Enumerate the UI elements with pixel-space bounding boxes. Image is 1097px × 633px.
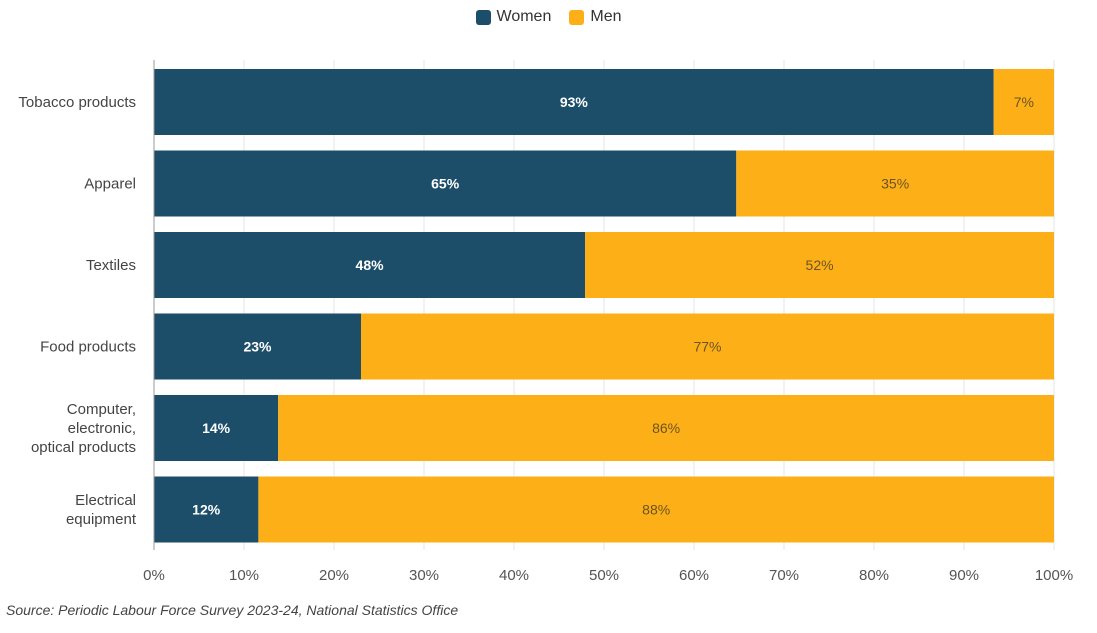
bar-men bbox=[736, 150, 1054, 217]
legend-label-men: Men bbox=[590, 8, 622, 25]
data-label-women: 12% bbox=[192, 502, 221, 518]
bar-men bbox=[361, 313, 1054, 380]
legend-swatch-women bbox=[475, 9, 491, 25]
bar-men bbox=[278, 395, 1054, 461]
x-tick-label: 0% bbox=[143, 567, 165, 584]
category-label: Textiles bbox=[86, 257, 136, 274]
category-label: electronic, bbox=[68, 420, 136, 437]
legend-item-men[interactable]: Men bbox=[569, 8, 621, 26]
category-label: Computer, bbox=[67, 401, 136, 418]
bar-men bbox=[585, 232, 1054, 298]
data-label-women: 65% bbox=[431, 176, 460, 192]
x-tick-label: 70% bbox=[769, 567, 799, 584]
x-tick-label: 30% bbox=[409, 567, 439, 584]
x-tick-label: 80% bbox=[859, 567, 889, 584]
bar-women bbox=[154, 313, 361, 380]
data-label-men: 77% bbox=[693, 339, 721, 355]
data-label-men: 88% bbox=[642, 502, 670, 518]
x-tick-label: 90% bbox=[949, 567, 979, 584]
x-tick-label: 20% bbox=[319, 567, 349, 584]
category-label: optical products bbox=[31, 439, 136, 456]
legend-item-women[interactable]: Women bbox=[475, 8, 552, 26]
category-label: Tobacco products bbox=[18, 94, 136, 111]
legend-swatch-men bbox=[569, 9, 585, 25]
x-tick-label: 100% bbox=[1035, 567, 1073, 584]
data-label-men: 52% bbox=[806, 257, 834, 273]
data-label-men: 86% bbox=[652, 420, 680, 436]
legend-label-women: Women bbox=[496, 8, 552, 25]
bar-women bbox=[154, 476, 259, 543]
bar-women bbox=[154, 232, 586, 298]
category-label: Electrical bbox=[75, 492, 136, 509]
data-label-women: 14% bbox=[202, 420, 231, 436]
source-note: Source: Periodic Labour Force Survey 202… bbox=[6, 602, 459, 618]
bar-men bbox=[258, 476, 1054, 543]
category-label: Apparel bbox=[84, 176, 136, 193]
x-tick-label: 10% bbox=[229, 567, 259, 584]
category-label: Food products bbox=[40, 339, 136, 356]
data-label-women: 48% bbox=[356, 257, 385, 273]
bar-women bbox=[154, 69, 994, 135]
x-tick-label: 60% bbox=[679, 567, 709, 584]
x-tick-label: 40% bbox=[499, 567, 529, 584]
bar-women bbox=[154, 150, 737, 217]
chart-legend: Women Men bbox=[0, 6, 1097, 28]
x-tick-label: 50% bbox=[589, 567, 619, 584]
data-label-men: 35% bbox=[881, 176, 909, 192]
data-label-men: 7% bbox=[1014, 94, 1034, 110]
category-label: equipment bbox=[66, 511, 137, 528]
data-label-women: 23% bbox=[243, 339, 272, 355]
stacked-bar-chart: 0% 10% 20% 30% 40% 50% 60% 70% 80% 90% 100% 93% 7% To… bbox=[18, 60, 1073, 584]
bar-women bbox=[154, 395, 279, 461]
data-label-women: 93% bbox=[560, 94, 589, 110]
bar-men bbox=[993, 69, 1054, 135]
